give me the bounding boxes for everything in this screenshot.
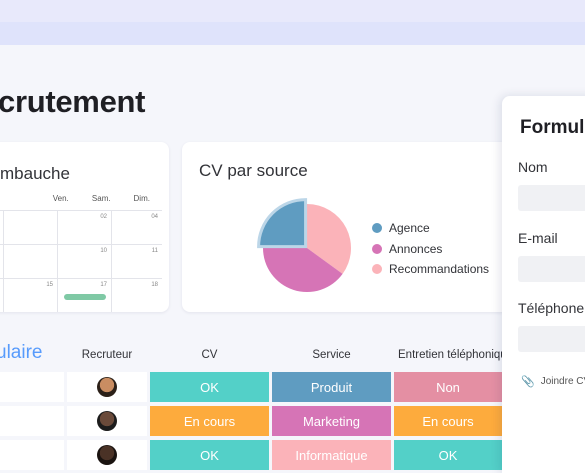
page-title: crutement: [0, 84, 146, 119]
legend-label: Recommandations: [389, 262, 490, 277]
calendar-grid: Ven. Sam. Dim. 02 04 10 11 15 17 18: [0, 194, 162, 312]
recruiter-cell[interactable]: [67, 440, 147, 470]
pie-slice-annonces[interactable]: [263, 248, 343, 292]
calendar-cell[interactable]: [4, 245, 58, 278]
column-header-cv[interactable]: CV: [201, 349, 218, 361]
form-title: Formul: [520, 117, 585, 138]
calendar-cell[interactable]: 10: [58, 245, 112, 278]
calendar-cell[interactable]: 15: [4, 279, 58, 312]
calendar-cell[interactable]: 18: [151, 282, 158, 288]
calendar-day-header: Dim.: [133, 194, 150, 203]
calendar-day-header: [0, 194, 41, 210]
legend-dot: [372, 243, 382, 254]
chart-legend: Agence Annonces Recommandations: [372, 218, 489, 280]
phone-input[interactable]: [518, 326, 585, 352]
entretien-status[interactable]: En cours: [394, 406, 502, 436]
service-status[interactable]: Produit: [272, 372, 391, 402]
calendar-day-header: Ven.: [52, 194, 69, 203]
calendar-week-row: 10 11: [0, 244, 162, 278]
legend-dot: [372, 264, 382, 275]
pie-slice-recommandations[interactable]: [307, 204, 351, 274]
calendar-cell[interactable]: 02: [58, 211, 112, 244]
email-input[interactable]: [518, 256, 585, 282]
calendar-header-row: Ven. Sam. Dim.: [0, 194, 162, 210]
pie-chart-widget: CV par source Agence Annonces Recommanda…: [182, 142, 512, 312]
cv-status[interactable]: OK: [150, 440, 269, 470]
calendar-cell[interactable]: 17: [58, 279, 112, 312]
legend-label: Agence: [389, 221, 430, 236]
cv-status[interactable]: En cours: [150, 406, 269, 436]
field-label-email: E-mail: [518, 230, 558, 246]
avatar: [97, 377, 117, 397]
cv-status[interactable]: OK: [150, 372, 269, 402]
legend-item: Annonces: [372, 239, 489, 260]
field-label-nom: Nom: [518, 159, 548, 175]
calendar-event[interactable]: [64, 294, 106, 300]
calendar-week-row: 15 17 18: [0, 278, 162, 312]
calendar-cell[interactable]: [4, 211, 58, 244]
calendar-widget: mbauche Ven. Sam. Dim. 02 04 10 11 15 17: [0, 142, 169, 312]
name-input[interactable]: [518, 185, 585, 211]
column-header-entretien[interactable]: Entretien téléphonique: [398, 349, 502, 361]
avatar: [97, 411, 117, 431]
calendar-day-header: Sam.: [91, 194, 111, 203]
entretien-status[interactable]: OK: [394, 440, 502, 470]
column-header-service[interactable]: Service: [312, 349, 351, 361]
calendar-cell[interactable]: [0, 211, 4, 244]
service-status[interactable]: Marketing: [272, 406, 391, 436]
calendar-cell[interactable]: 11: [151, 248, 158, 254]
calendar-cell[interactable]: 04: [151, 214, 158, 220]
calendar-week-row: 02 04: [0, 210, 162, 244]
attach-label: Joindre CV: [540, 376, 585, 387]
attach-cv-button[interactable]: 📎 Joindre CV: [521, 375, 585, 388]
legend-label: Annonces: [389, 241, 443, 256]
entretien-status[interactable]: Non: [394, 372, 502, 402]
legend-item: Recommandations: [372, 259, 489, 280]
table-row[interactable]: [0, 440, 64, 470]
recruiter-cell[interactable]: [67, 372, 147, 402]
header-band: [0, 22, 585, 45]
table-title: ulaire: [0, 342, 43, 363]
legend-dot: [372, 223, 382, 234]
table-row[interactable]: [0, 406, 64, 436]
pie-chart: [257, 198, 351, 292]
calendar-cell[interactable]: [0, 279, 4, 312]
column-header-recruteur[interactable]: Recruteur: [81, 349, 133, 361]
pie-slice-agence[interactable]: [257, 198, 308, 249]
calendar-cell[interactable]: [0, 245, 4, 278]
chart-title: CV par source: [199, 161, 308, 180]
recruiter-cell[interactable]: [67, 406, 147, 436]
application-form-panel: Formul Nom E-mail Téléphone 📎 Joindre CV: [502, 96, 585, 473]
applicant-table: ulaire Recruteur CV Service Entretien té…: [0, 322, 585, 473]
legend-item: Agence: [372, 218, 489, 239]
service-status[interactable]: Informatique: [272, 440, 391, 470]
paperclip-icon: 📎: [521, 376, 535, 388]
table-row[interactable]: [0, 372, 64, 402]
avatar: [97, 445, 117, 465]
top-strip: [0, 0, 585, 22]
calendar-title: mbauche: [0, 164, 70, 183]
field-label-telephone: Téléphone: [518, 300, 585, 316]
